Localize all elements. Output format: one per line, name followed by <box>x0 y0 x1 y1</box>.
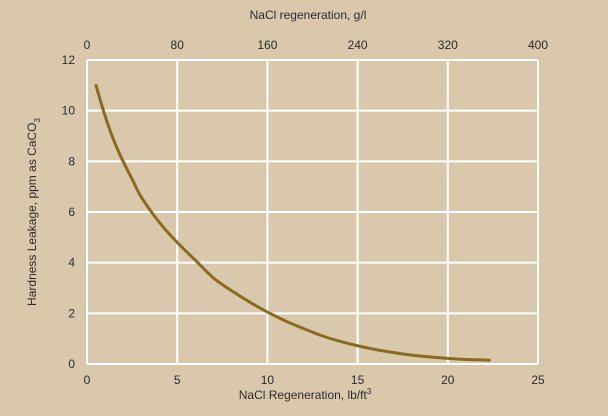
x-tick-label: 20 <box>441 373 455 387</box>
x2-tick-label: 240 <box>348 38 368 52</box>
x-tick-label: 5 <box>174 373 181 387</box>
y-axis-title-text: Hardness Leakage, ppm as CaCO <box>25 123 39 306</box>
y-tick-label: 8 <box>68 154 75 168</box>
x-tick-label: 10 <box>261 373 275 387</box>
y-tick-label: 4 <box>68 256 75 270</box>
y-tick-label: 10 <box>62 104 76 118</box>
y-tick-label: 2 <box>68 306 75 320</box>
x-axis-title-superscript: 3 <box>367 387 372 396</box>
y-axis-title: Hardness Leakage, ppm as CaCO3 <box>25 118 42 306</box>
y-tick-label: 6 <box>68 205 75 219</box>
y-axis-title-subscript: 3 <box>33 118 42 123</box>
y-tick-label: 0 <box>68 357 75 371</box>
x2-tick-label: 160 <box>257 38 277 52</box>
x-axis-title-text: NaCl Regeneration, lb/ft <box>239 388 368 402</box>
x2-tick-label: 320 <box>438 38 458 52</box>
x2-tick-label: 80 <box>171 38 185 52</box>
series-layer <box>94 83 491 362</box>
x-tick-label: 0 <box>84 373 91 387</box>
x-tick-label: 15 <box>351 373 365 387</box>
x2-axis-title: NaCl regeneration, g/l <box>250 8 367 22</box>
y-tick-label: 12 <box>62 53 76 67</box>
tick-labels: 0 5 10 15 20 25 0 80 160 240 320 400 0 2 4 6 8 10 12 <box>62 38 549 387</box>
x2-tick-label: 0 <box>84 38 91 52</box>
grid-lines <box>86 59 539 365</box>
x-tick-label: 25 <box>531 373 545 387</box>
x2-tick-label: 400 <box>528 38 548 52</box>
x-axis-title: NaCl Regeneration, lb/ft3 <box>239 387 372 402</box>
series-line <box>94 83 491 362</box>
